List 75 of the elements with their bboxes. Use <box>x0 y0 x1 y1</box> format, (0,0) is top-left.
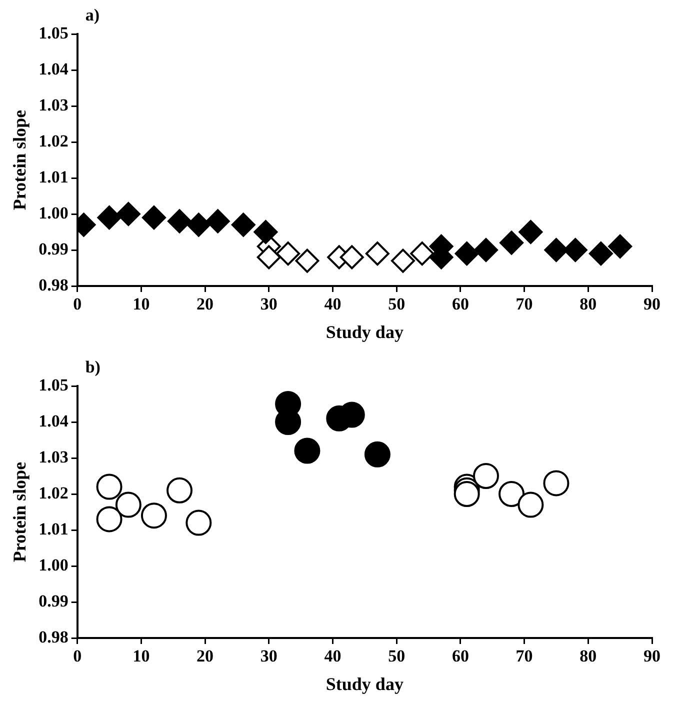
x-axis-title: Study day <box>326 674 404 694</box>
x-tick-label: 40 <box>324 646 342 666</box>
x-tick-label: 80 <box>580 294 597 314</box>
y-tick-label: 1.01 <box>38 167 68 186</box>
point <box>454 242 479 266</box>
point <box>256 245 281 270</box>
x-tick-label: 10 <box>132 646 150 666</box>
y-tick-label: 1.02 <box>38 483 68 502</box>
y-axis-title: Protein slope <box>9 462 30 562</box>
x-tick-label: 90 <box>644 294 660 314</box>
point <box>97 206 122 230</box>
point <box>365 242 390 266</box>
x-tick-label: 60 <box>452 646 469 666</box>
x-tick-label: 80 <box>580 646 597 666</box>
point <box>294 438 320 464</box>
point <box>543 470 570 496</box>
point <box>518 220 543 244</box>
x-tick-label: 0 <box>73 294 82 314</box>
y-tick-label: 1.03 <box>38 95 68 114</box>
point <box>115 492 142 518</box>
x-tick-label: 50 <box>388 646 406 666</box>
x-tick-label: 60 <box>452 294 469 314</box>
point <box>518 492 544 518</box>
x-tick-label: 20 <box>196 294 214 314</box>
x-tick-label: 30 <box>260 294 278 314</box>
point <box>608 234 632 258</box>
x-tick-label: 30 <box>260 646 278 666</box>
point <box>231 212 256 237</box>
x-tick-label: 90 <box>644 646 660 666</box>
y-tick-label: 1.05 <box>38 23 68 42</box>
point <box>166 477 193 504</box>
y-tick-label: 1.03 <box>38 447 68 466</box>
y-tick-label: 1.00 <box>38 203 68 222</box>
y-tick-label: 1.04 <box>38 59 69 78</box>
y-tick-label: 1.01 <box>38 519 68 538</box>
point <box>364 441 390 468</box>
y-tick-label: 0.99 <box>38 591 68 610</box>
point <box>96 474 122 500</box>
point <box>498 481 525 507</box>
point <box>410 242 434 266</box>
point <box>186 212 211 237</box>
x-axis-title: Study day <box>326 322 404 342</box>
point <box>254 220 278 244</box>
point <box>116 202 140 226</box>
point <box>340 245 364 270</box>
y-axis-title: Protein slope <box>9 110 30 210</box>
x-tick-label: 10 <box>132 294 150 314</box>
chart-title: a) <box>85 5 100 24</box>
point <box>295 248 320 273</box>
point <box>472 463 499 489</box>
x-tick-label: 70 <box>516 294 533 314</box>
y-tick-label: 0.98 <box>38 275 68 294</box>
point <box>186 510 212 536</box>
point <box>206 209 230 234</box>
chart-title: b) <box>85 357 100 376</box>
point <box>142 206 166 230</box>
y-tick-label: 1.04 <box>38 411 69 430</box>
point <box>500 230 524 255</box>
point <box>588 242 613 266</box>
x-tick-label: 50 <box>388 294 406 314</box>
point <box>96 506 122 532</box>
point <box>168 209 192 234</box>
x-tick-label: 20 <box>196 646 214 666</box>
y-tick-label: 1.02 <box>38 131 68 150</box>
point <box>390 248 415 273</box>
point <box>276 242 300 266</box>
y-tick-label: 0.99 <box>38 239 68 258</box>
x-tick-label: 0 <box>73 646 82 666</box>
x-tick-label: 70 <box>516 646 533 666</box>
y-tick-label: 1.00 <box>38 555 68 574</box>
point <box>140 502 167 529</box>
y-tick-label: 0.98 <box>38 627 68 646</box>
point <box>474 238 498 262</box>
x-tick-label: 40 <box>324 294 342 314</box>
y-tick-label: 1.05 <box>38 375 68 394</box>
